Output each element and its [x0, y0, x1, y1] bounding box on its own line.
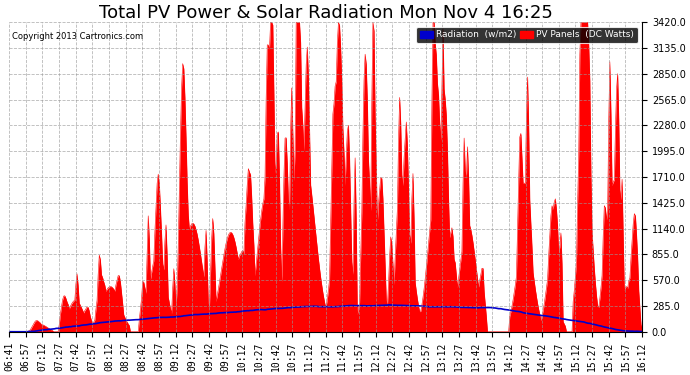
- Legend: Radiation  (w/m2), PV Panels  (DC Watts): Radiation (w/m2), PV Panels (DC Watts): [416, 27, 638, 43]
- Text: Copyright 2013 Cartronics.com: Copyright 2013 Cartronics.com: [12, 32, 144, 40]
- Title: Total PV Power & Solar Radiation Mon Nov 4 16:25: Total PV Power & Solar Radiation Mon Nov…: [99, 4, 553, 22]
